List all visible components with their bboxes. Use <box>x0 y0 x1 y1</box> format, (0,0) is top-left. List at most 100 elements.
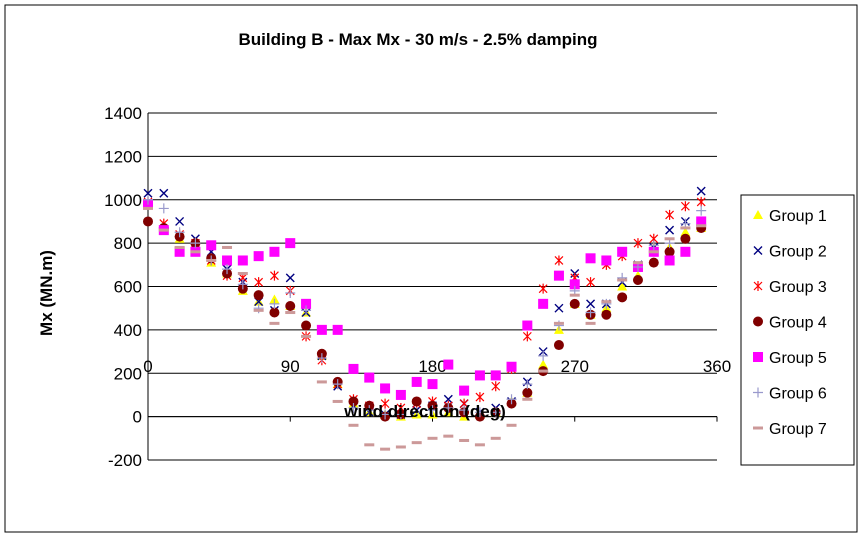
data-point <box>332 324 343 335</box>
data-point <box>175 216 185 226</box>
data-point <box>680 201 690 212</box>
data-point <box>648 250 659 254</box>
data-point <box>443 359 454 370</box>
data-point <box>411 396 422 407</box>
data-point <box>427 436 438 440</box>
data-point <box>696 224 707 228</box>
legend-item: Group 2 <box>753 244 827 261</box>
x-tick-label: 0 <box>143 357 152 376</box>
data-point <box>348 396 359 407</box>
data-point <box>696 186 706 196</box>
y-tick-label: 1400 <box>104 104 142 123</box>
legend-label: Group 7 <box>769 421 827 438</box>
data-point <box>269 307 280 318</box>
legend-item: Group 6 <box>753 386 827 403</box>
data-point <box>632 274 643 285</box>
legend-marker <box>753 246 763 255</box>
y-axis-title: Mx (MN.m) <box>37 250 56 336</box>
legend-label: Group 6 <box>769 386 827 403</box>
data-point <box>285 301 296 312</box>
data-point <box>190 250 201 254</box>
x-axis-title: wind direction (deg) <box>343 402 506 421</box>
y-tick-label: -200 <box>108 451 142 470</box>
data-point <box>538 359 549 369</box>
data-point <box>253 308 264 312</box>
legend-marker <box>753 426 763 430</box>
data-point <box>490 370 501 381</box>
data-point <box>553 340 564 351</box>
x-tick-label: 180 <box>418 357 446 376</box>
data-point <box>459 385 470 396</box>
data-point <box>332 379 343 390</box>
data-point <box>316 380 327 384</box>
data-point <box>633 238 643 249</box>
data-point <box>427 379 438 390</box>
data-point <box>269 321 280 325</box>
data-point <box>632 261 643 265</box>
data-point <box>648 240 659 251</box>
data-point <box>617 278 628 282</box>
data-point <box>427 405 438 416</box>
data-point <box>174 246 185 257</box>
legend-marker <box>753 352 763 362</box>
data-point <box>538 350 549 361</box>
legend-item: Group 7 <box>753 421 827 438</box>
legend-label: Group 4 <box>769 315 827 332</box>
legend-item: Group 4 <box>753 315 827 332</box>
data-point <box>443 394 453 404</box>
legend: Group 1 Group 2 Group 3 Group 4 Group 5 Group… <box>740 194 855 466</box>
legend-item: Group 5 <box>753 350 827 367</box>
legend-box <box>740 194 855 466</box>
data-point <box>301 334 312 338</box>
data-point <box>569 293 580 297</box>
data-point <box>553 321 564 325</box>
chart-title: Building B - Max Mx - 30 m/s - 2.5% damp… <box>239 30 598 49</box>
data-point <box>585 307 596 318</box>
data-point <box>269 246 280 257</box>
data-point <box>316 324 327 335</box>
data-point <box>443 434 454 438</box>
data-point <box>474 407 485 418</box>
data-point <box>680 246 691 257</box>
data-point <box>237 271 248 275</box>
data-point <box>522 331 532 342</box>
y-tick-label: 600 <box>114 278 142 297</box>
data-point <box>285 311 296 315</box>
data-point <box>143 216 153 227</box>
data-point <box>380 447 391 451</box>
data-point <box>143 188 153 198</box>
data-point <box>617 281 628 291</box>
legend-label: Group 2 <box>769 244 827 261</box>
data-point <box>554 303 564 313</box>
y-tick-label: 1200 <box>104 147 142 166</box>
data-point <box>174 245 185 249</box>
data-point <box>364 405 375 416</box>
data-point <box>254 277 264 288</box>
data-point <box>348 363 359 374</box>
data-point <box>222 245 233 249</box>
data-point <box>411 407 422 418</box>
data-point <box>696 196 706 207</box>
data-point <box>664 237 675 241</box>
y-tick-label: 1000 <box>104 191 142 210</box>
data-point <box>316 353 327 364</box>
data-point <box>158 228 169 232</box>
data-point <box>586 299 596 309</box>
data-point <box>664 255 675 266</box>
data-point <box>348 402 359 413</box>
legend-label: Group 3 <box>769 279 827 296</box>
data-point <box>617 246 628 257</box>
y-tick-label: 800 <box>114 234 142 253</box>
data-point <box>680 233 691 244</box>
data-point <box>206 240 217 251</box>
data-point <box>601 309 612 320</box>
points-layer <box>143 186 707 451</box>
data-point <box>253 290 264 301</box>
data-point <box>411 376 422 387</box>
data-point <box>522 320 533 331</box>
data-point <box>538 298 549 309</box>
legend-label: Group 5 <box>769 350 827 367</box>
data-point <box>617 292 628 303</box>
